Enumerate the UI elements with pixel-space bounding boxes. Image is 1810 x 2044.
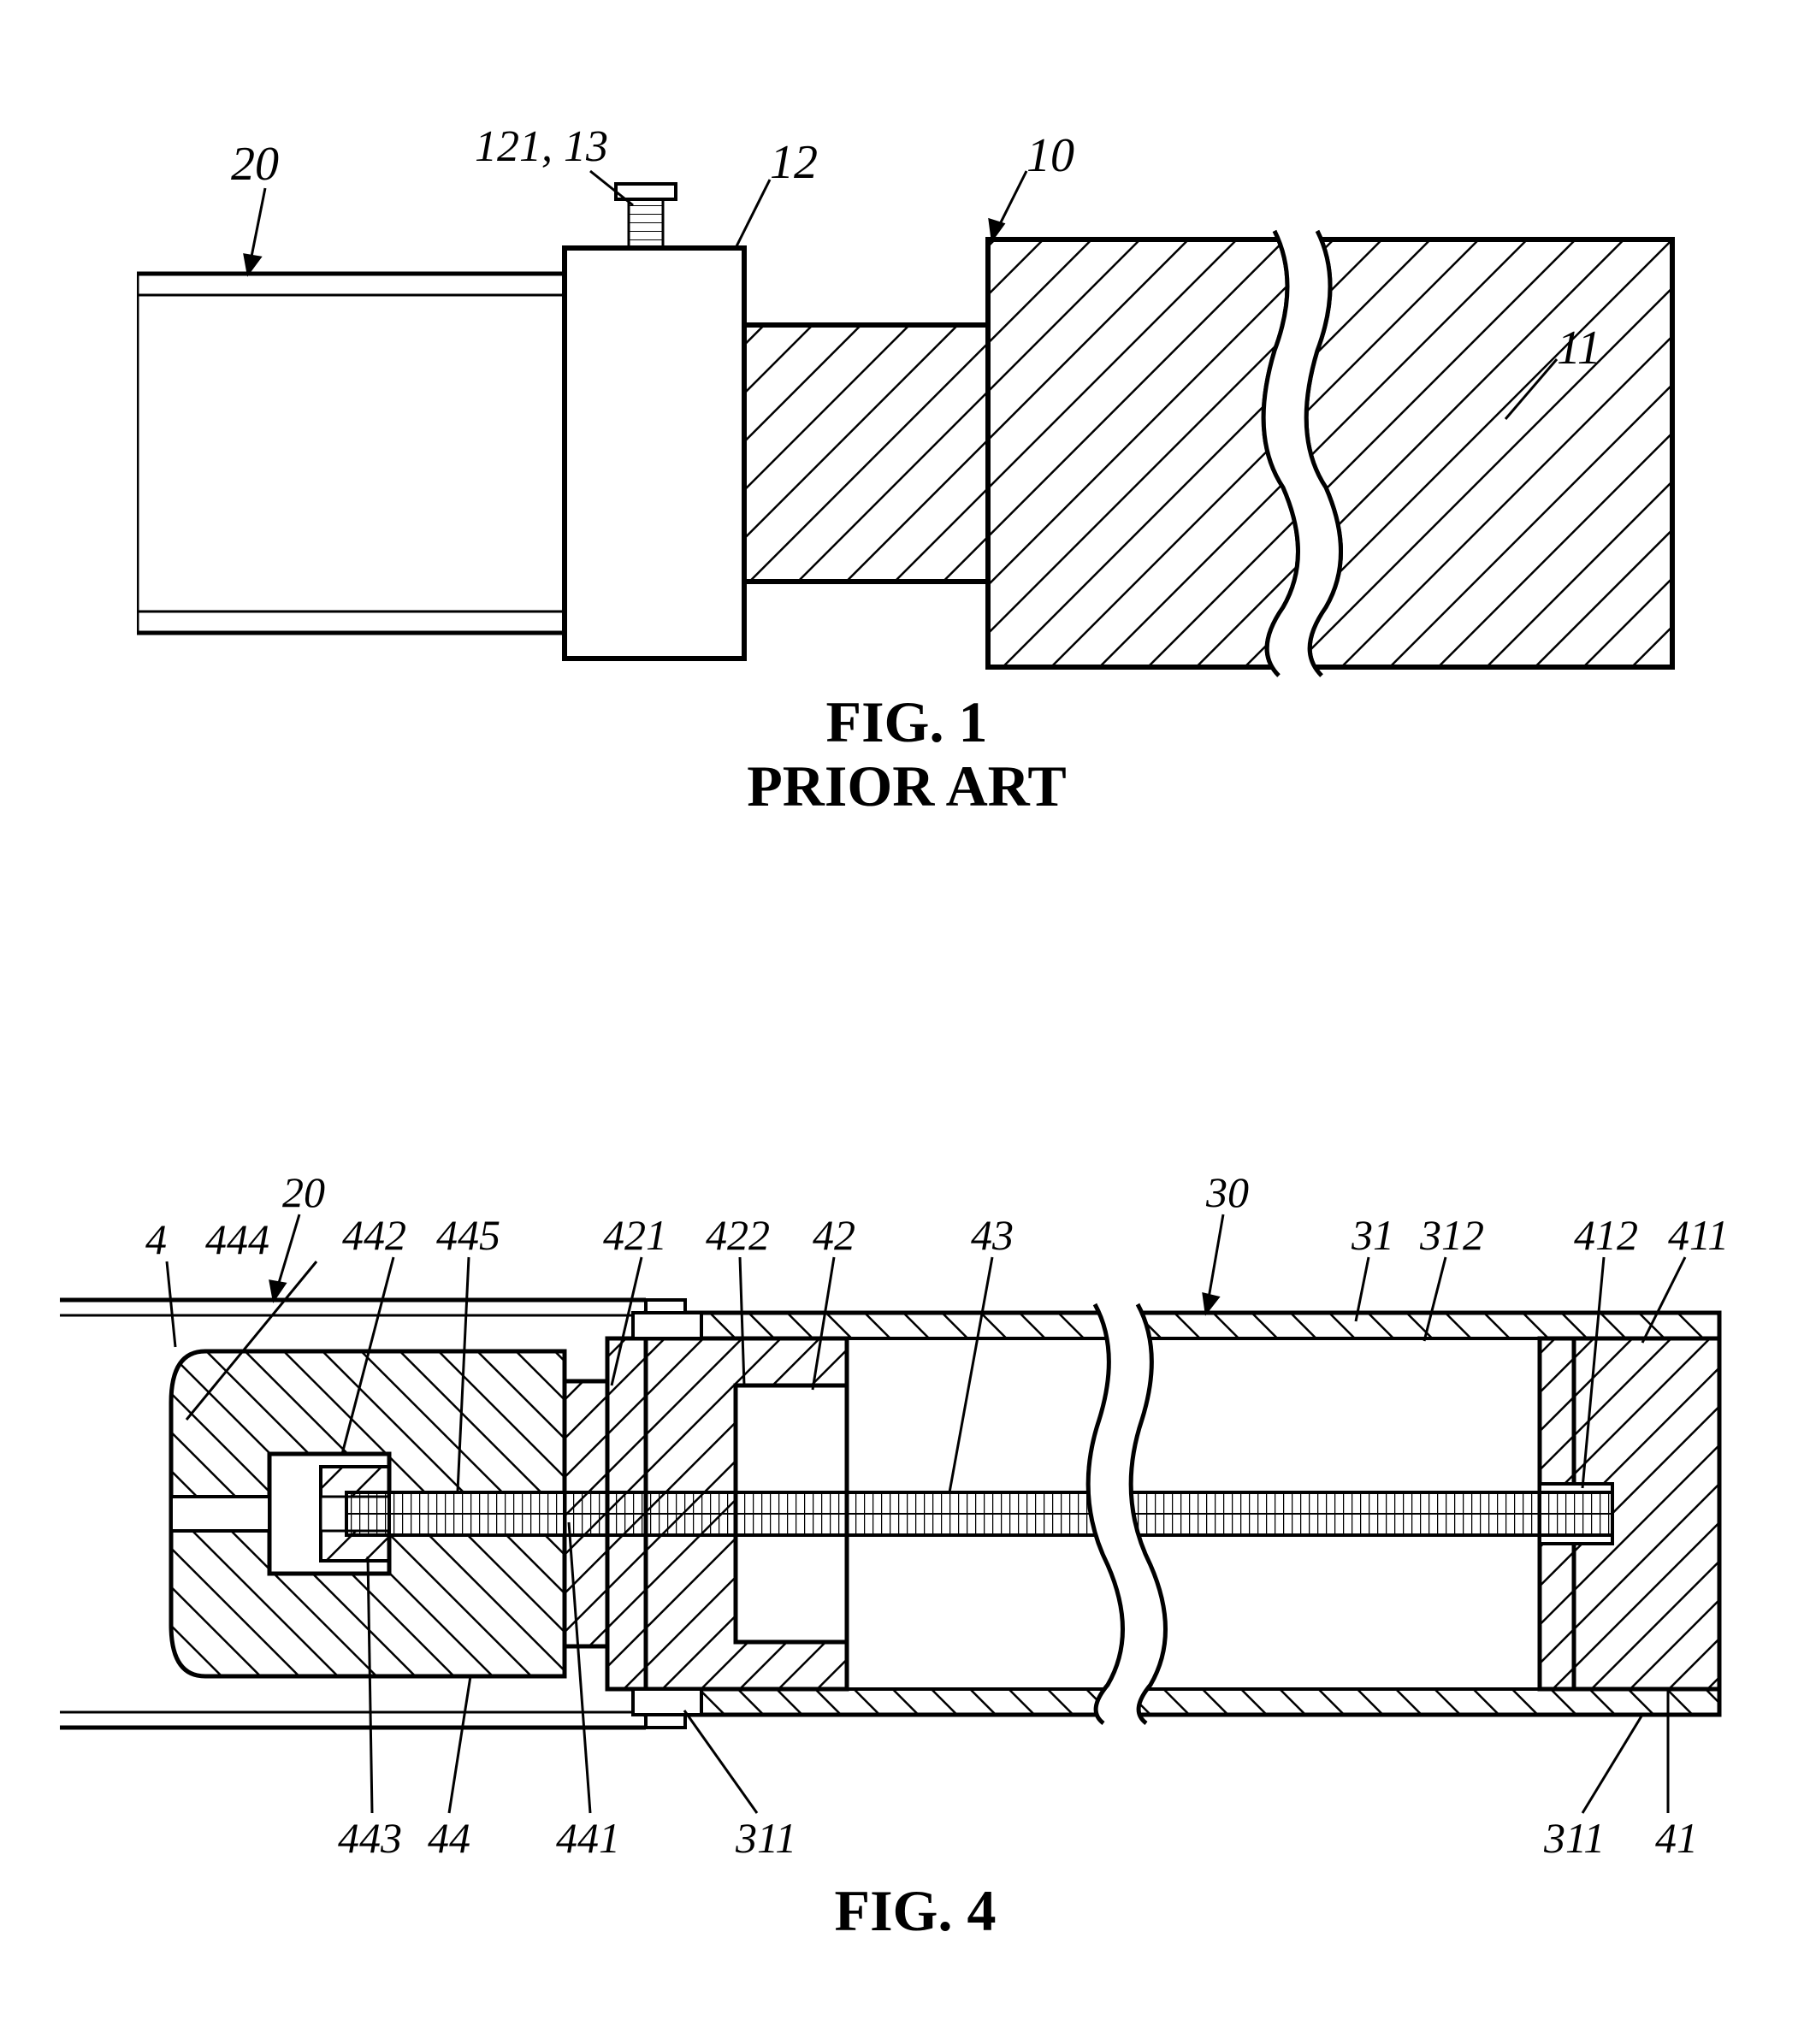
ref-311b: 311 — [1544, 1813, 1605, 1863]
ref-422: 422 — [706, 1210, 770, 1260]
ref-41: 41 — [1655, 1813, 1698, 1863]
ref-42: 42 — [813, 1210, 855, 1260]
ref-43: 43 — [971, 1210, 1014, 1260]
figure-4: 4 20 444 442 445 421 422 42 43 30 31 312… — [60, 1129, 1771, 1967]
fig1-title2: PRIOR ART — [701, 753, 1112, 820]
figure-1: 10 11 12 121, 13 20 FIG. 1 PRIOR ART — [137, 128, 1677, 838]
ref-412: 412 — [1574, 1210, 1638, 1260]
ref-20b: 20 — [282, 1167, 325, 1217]
ref-443: 443 — [338, 1813, 402, 1863]
threaded-rod-43 — [346, 1492, 1612, 1535]
ref-44: 44 — [428, 1813, 470, 1863]
shaft-11-narrow — [744, 325, 988, 582]
ref-31: 31 — [1352, 1210, 1394, 1260]
ref-411: 411 — [1668, 1210, 1729, 1260]
connector-12 — [565, 248, 744, 659]
ref-444: 444 — [205, 1214, 269, 1264]
fig4-title: FIG. 4 — [770, 1877, 1061, 1945]
ref-12: 12 — [770, 135, 818, 190]
ref-442: 442 — [342, 1210, 406, 1260]
ref-421: 421 — [603, 1210, 667, 1260]
fig1-title1: FIG. 1 — [753, 688, 1061, 756]
screw-121-13 — [616, 184, 676, 248]
ref-10: 10 — [1026, 128, 1074, 183]
ref-30: 30 — [1206, 1167, 1249, 1217]
ref-311a: 311 — [736, 1813, 796, 1863]
ref-441: 441 — [556, 1813, 620, 1863]
ref-11: 11 — [1557, 321, 1601, 375]
pipe-20 — [137, 274, 565, 633]
ref-445: 445 — [436, 1210, 500, 1260]
ref-312: 312 — [1420, 1210, 1484, 1260]
ref-121-13: 121, 13 — [475, 121, 608, 172]
page: 10 11 12 121, 13 20 FIG. 1 PRIOR ART — [0, 0, 1810, 2044]
fig4-drawing — [60, 1129, 1771, 1967]
ref-4: 4 — [145, 1214, 167, 1264]
ref-20: 20 — [231, 137, 279, 192]
